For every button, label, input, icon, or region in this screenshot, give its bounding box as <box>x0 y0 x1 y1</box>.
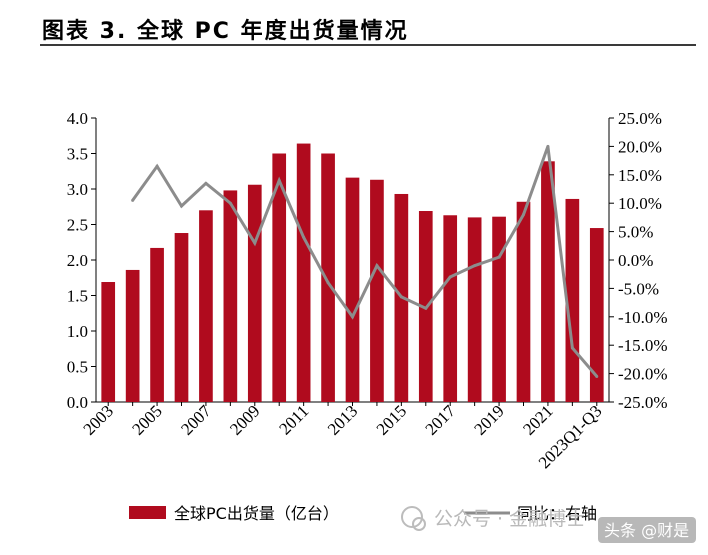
bar <box>589 228 604 402</box>
x-tick-label: 2021 <box>519 401 556 438</box>
x-tick-label: 2013 <box>324 401 361 438</box>
y-left-tick-label: 1.0 <box>67 322 88 341</box>
bar <box>492 216 506 402</box>
yoy-point <box>424 306 428 310</box>
yoy-point <box>155 164 159 168</box>
yoy-point <box>277 178 281 182</box>
yoy-line <box>131 145 598 378</box>
y-right-tick-label: -5.0% <box>618 279 659 298</box>
wechat-icon <box>401 506 423 528</box>
legend-line-label: 同比：右轴 <box>517 504 597 523</box>
legend-bar-swatch <box>129 506 166 519</box>
bar <box>174 233 189 402</box>
x-tick-label: 2009 <box>226 401 263 438</box>
yoy-point <box>326 281 330 285</box>
x-tick-label: 2011 <box>275 401 312 438</box>
bar <box>125 269 140 402</box>
y-right-tick-label: -25.0% <box>618 393 668 412</box>
x-tick-label: 2007 <box>177 401 215 439</box>
legend: 全球PC出货量（亿台） 同比：右轴 <box>129 504 597 523</box>
bar <box>516 201 531 402</box>
yoy-point <box>399 295 403 299</box>
bar <box>223 190 238 402</box>
bar <box>443 215 458 402</box>
yoy-point <box>228 201 232 205</box>
y-left-tick-label: 3.5 <box>67 145 88 164</box>
watermark-account: 公众号 · 金融博士 <box>434 508 585 530</box>
bar <box>296 143 311 402</box>
y-right-tick-label: 20.0% <box>618 137 662 156</box>
yoy-point <box>302 235 306 239</box>
bar <box>370 179 384 402</box>
y-right-tick-label: 10.0% <box>618 194 662 213</box>
yoy-point <box>253 241 257 245</box>
y-left-tick-label: 0.5 <box>67 358 88 377</box>
bar <box>321 153 335 402</box>
y-right-tick-label: -15.0% <box>618 336 668 355</box>
y-right-tick-label: 15.0% <box>618 166 662 185</box>
yoy-point <box>180 204 183 208</box>
bar-series <box>101 143 604 402</box>
x-tick-label: 2017 <box>422 401 460 439</box>
yoy-point <box>570 346 574 350</box>
y-right-tick-label: -10.0% <box>618 308 668 327</box>
bar <box>541 161 555 402</box>
y-right-tick-label: -20.0% <box>618 365 668 384</box>
chart-title: 图表 3. 全球 PC 年度出货量情况 <box>42 19 409 44</box>
yoy-point <box>522 213 525 217</box>
yoy-point <box>546 144 550 148</box>
y-right-tick-label: 25.0% <box>618 109 662 128</box>
line-series <box>131 144 599 378</box>
y-left-tick-label: 2.5 <box>67 216 88 235</box>
y-left-tick-label: 2.0 <box>67 251 88 270</box>
y-left-tick-label: 0.0 <box>67 393 88 412</box>
bar <box>467 217 482 402</box>
yoy-point <box>473 264 477 268</box>
watermark-badge: 头条 @财是 <box>604 521 689 540</box>
bar <box>150 247 164 402</box>
x-tick-label: 2005 <box>128 401 165 438</box>
watermark: 公众号 · 金融博士 头条 @财是 <box>401 506 696 543</box>
yoy-point <box>131 198 135 202</box>
title-divider <box>40 44 696 46</box>
y-left-tick-label: 3.0 <box>67 180 88 199</box>
yoy-point <box>448 275 452 279</box>
x-tick-label: 2015 <box>373 401 410 438</box>
bar <box>272 153 287 402</box>
bar <box>199 210 213 402</box>
y-right-tick-label: 5.0% <box>618 223 653 242</box>
wechat-icon-dot <box>412 517 426 531</box>
bar <box>247 184 262 402</box>
y-right-tick-label: 0.0% <box>618 251 653 270</box>
y-left-tick-label: 1.5 <box>67 287 88 306</box>
legend-bar-label: 全球PC出货量（亿台） <box>174 504 339 523</box>
bar <box>345 177 360 402</box>
y-left-tick-label: 4.0 <box>67 109 88 128</box>
yoy-point <box>204 181 208 185</box>
x-tick-label: 2019 <box>470 401 507 438</box>
yoy-point <box>497 255 501 259</box>
title-bar: 图表 3. 全球 PC 年度出货量情况 <box>0 0 708 54</box>
yoy-point <box>595 374 599 378</box>
watermark-badge-bg <box>598 517 696 543</box>
yoy-point <box>375 264 379 268</box>
bar <box>101 282 116 402</box>
yoy-point <box>351 315 354 319</box>
